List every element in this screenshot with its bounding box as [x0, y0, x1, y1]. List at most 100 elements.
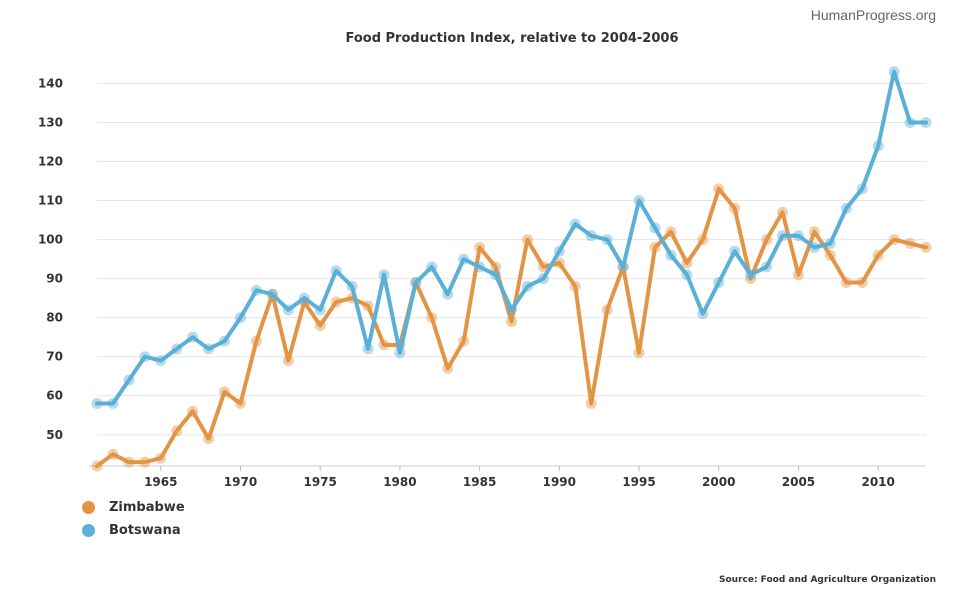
data-point-botswana-1961 [91, 398, 103, 410]
data-point-zimbabwe-2003 [761, 234, 773, 246]
data-point-zimbabwe-1966 [171, 425, 183, 437]
data-point-zimbabwe-1969 [219, 386, 231, 398]
data-point-botswana-1976 [330, 265, 342, 277]
series-line-zimbabwe [95, 186, 928, 468]
data-point-botswana-1981 [410, 277, 422, 289]
y-tick-label-110: 110 [38, 194, 63, 208]
data-point-zimbabwe-1970 [234, 398, 246, 410]
data-point-botswana-1998 [681, 269, 693, 281]
data-point-zimbabwe-1991 [569, 280, 581, 292]
data-point-botswana-1977 [346, 280, 358, 292]
data-point-zimbabwe-1987 [506, 316, 517, 328]
data-point-zimbabwe-1983 [442, 362, 454, 374]
data-point-botswana-1984 [458, 253, 470, 265]
x-tick-label-1975: 1975 [303, 475, 336, 489]
data-point-zimbabwe-1984 [458, 335, 470, 347]
data-point-botswana-1985 [474, 261, 486, 273]
data-point-botswana-1995 [633, 195, 645, 207]
data-point-botswana-1991 [569, 218, 581, 230]
data-point-botswana-1964 [139, 351, 151, 363]
data-point-zimbabwe-1965 [155, 452, 167, 464]
legend-label-zimbabwe: Zimbabwe [109, 500, 185, 515]
data-point-zimbabwe-2004 [777, 206, 789, 218]
data-point-botswana-2008 [840, 202, 852, 214]
data-point-botswana-1974 [298, 292, 310, 304]
data-point-zimbabwe-1978 [362, 300, 374, 312]
data-point-zimbabwe-1990 [553, 257, 565, 269]
x-tick-label-2000: 2000 [702, 475, 735, 489]
legend-item-zimbabwe[interactable]: Zimbabwe [82, 496, 185, 519]
data-point-zimbabwe-1968 [203, 433, 215, 445]
data-point-botswana-1970 [234, 312, 246, 324]
data-point-zimbabwe-1979 [378, 339, 390, 351]
data-point-botswana-2000 [713, 277, 725, 289]
data-point-botswana-2012 [904, 116, 916, 128]
legend-marker-zimbabwe [82, 501, 95, 514]
data-point-zimbabwe-1961 [91, 460, 103, 472]
data-point-botswana-1978 [362, 343, 374, 355]
chart-title: Food Production Index, relative to 2004-… [345, 31, 679, 46]
y-tick-label-120: 120 [38, 155, 63, 169]
data-point-zimbabwe-2005 [792, 269, 804, 281]
data-point-zimbabwe-1976 [330, 296, 342, 308]
data-point-zimbabwe-1963 [123, 456, 135, 468]
data-point-botswana-1988 [521, 280, 533, 292]
data-point-zimbabwe-2000 [713, 183, 725, 195]
data-point-botswana-1966 [171, 343, 183, 355]
data-point-zimbabwe-2006 [808, 226, 820, 238]
y-tick-label-90: 90 [46, 272, 63, 286]
data-point-botswana-2013 [920, 116, 932, 128]
data-point-zimbabwe-1993 [601, 304, 613, 316]
data-point-botswana-2011 [888, 66, 900, 78]
x-tick-label-2010: 2010 [861, 475, 894, 489]
data-point-botswana-1993 [601, 234, 613, 246]
data-point-zimbabwe-1967 [187, 405, 199, 417]
x-tick-label-1980: 1980 [383, 475, 416, 489]
y-tick-label-70: 70 [46, 350, 63, 364]
data-point-zimbabwe-2002 [745, 273, 757, 285]
data-point-botswana-1971 [250, 284, 262, 296]
source-note: Source: Food and Agriculture Organizatio… [719, 575, 936, 585]
legend: Zimbabwe Botswana [82, 496, 185, 542]
humanprogress-watermark: HumanProgress.org [810, 7, 936, 23]
data-point-zimbabwe-1962 [107, 448, 119, 460]
data-point-zimbabwe-1985 [474, 241, 486, 253]
y-tick-label-130: 130 [38, 115, 63, 129]
data-point-botswana-1963 [123, 374, 135, 386]
y-tick-label-80: 80 [46, 311, 63, 325]
data-point-botswana-1967 [187, 331, 199, 343]
data-point-zimbabwe-2007 [824, 249, 836, 261]
data-point-botswana-2007 [824, 237, 836, 249]
series-zimbabwe [91, 183, 932, 472]
data-point-botswana-2004 [777, 230, 789, 242]
data-point-botswana-2006 [808, 241, 820, 253]
data-point-zimbabwe-1986 [490, 261, 502, 273]
y-tick-label-60: 60 [46, 389, 63, 403]
data-point-botswana-1992 [585, 230, 597, 242]
data-point-botswana-1980 [394, 347, 406, 359]
data-point-zimbabwe-1996 [649, 241, 661, 253]
data-point-zimbabwe-1964 [139, 456, 151, 468]
y-tick-label-50: 50 [46, 428, 63, 442]
data-point-zimbabwe-2010 [872, 249, 884, 261]
legend-marker-botswana [82, 524, 95, 537]
series-line-botswana [95, 69, 928, 406]
data-point-zimbabwe-1998 [681, 257, 693, 269]
data-point-zimbabwe-2001 [729, 202, 741, 214]
data-point-botswana-2009 [856, 183, 868, 195]
series-lines [91, 66, 932, 472]
data-point-zimbabwe-1971 [250, 335, 262, 347]
data-point-zimbabwe-2011 [888, 234, 900, 246]
data-point-botswana-1968 [203, 343, 215, 355]
data-point-zimbabwe-1995 [633, 347, 645, 359]
data-point-zimbabwe-1997 [665, 226, 677, 238]
legend-item-botswana[interactable]: Botswana [82, 519, 185, 542]
x-tick-label-1985: 1985 [463, 475, 496, 489]
data-point-botswana-1972 [266, 288, 278, 300]
data-point-botswana-2001 [729, 245, 741, 257]
x-tick-label-1990: 1990 [543, 475, 576, 489]
legend-label-botswana: Botswana [109, 523, 181, 538]
data-point-botswana-1975 [314, 304, 326, 316]
data-point-botswana-1990 [553, 245, 565, 257]
